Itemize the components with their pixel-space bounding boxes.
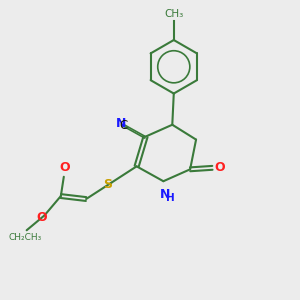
Text: O: O [36, 211, 47, 224]
Text: H: H [166, 193, 174, 202]
Text: N: N [160, 188, 170, 201]
Text: C: C [119, 119, 127, 132]
Text: CH₃: CH₃ [164, 9, 183, 19]
Text: O: O [215, 161, 225, 174]
Text: S: S [103, 178, 112, 191]
Text: CH₂CH₃: CH₂CH₃ [8, 232, 42, 242]
Text: O: O [59, 161, 70, 174]
Text: N: N [116, 117, 126, 130]
